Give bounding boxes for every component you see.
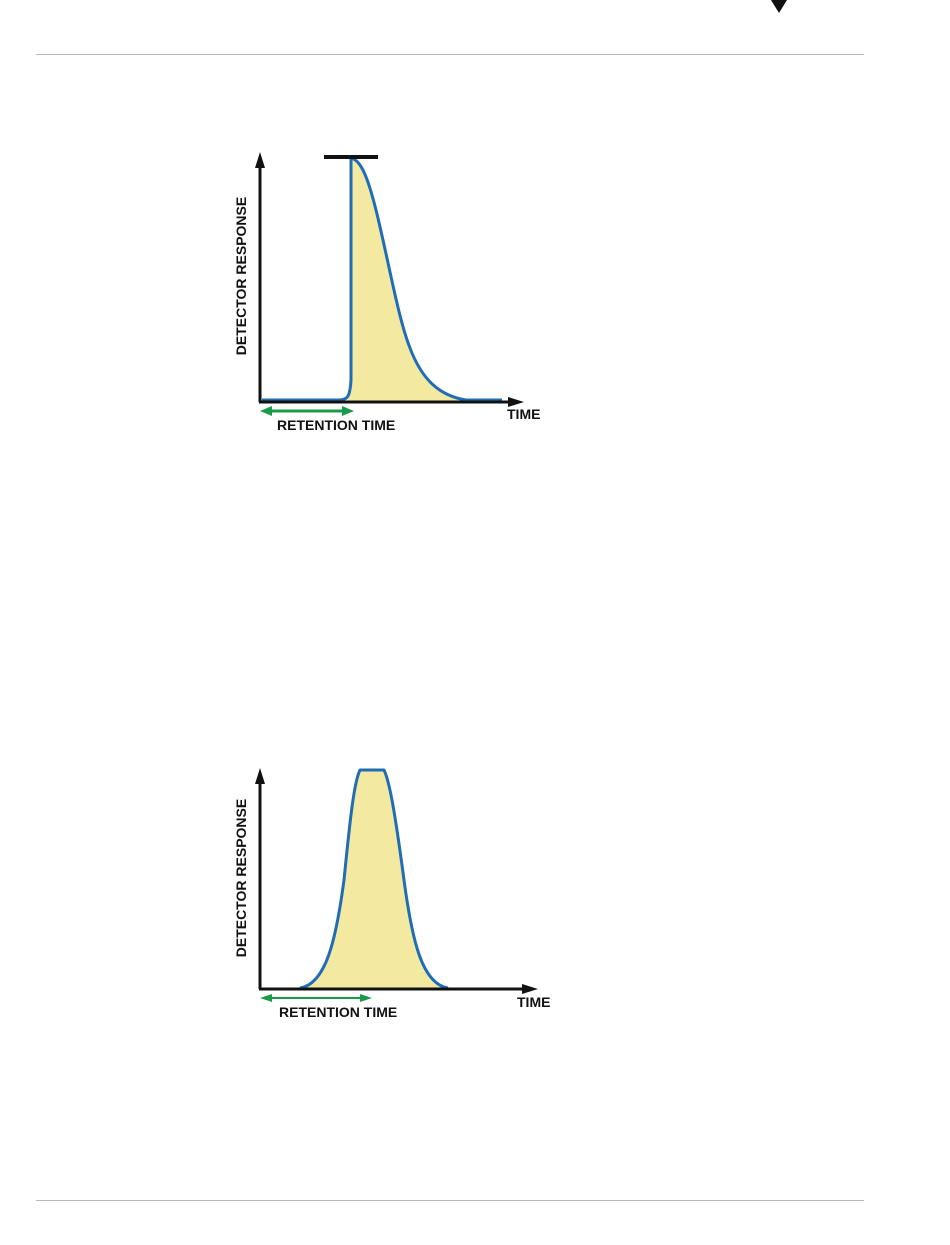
retention-time-label: RETENTION TIME [277, 417, 395, 433]
y-axis-arrowhead [255, 768, 265, 784]
chromatogram-figure-1: DETECTOR RESPONSE TIME RETENTION TIME [226, 148, 556, 438]
retention-time-label: RETENTION TIME [279, 1004, 397, 1020]
y-axis-label: DETECTOR RESPONSE [233, 799, 249, 957]
page-corner-mark [771, 0, 787, 13]
x-axis-arrowhead [508, 397, 524, 407]
retention-arrow-left-head [260, 406, 272, 416]
retention-arrow-left-head [260, 994, 272, 1002]
peak-area-fill [346, 158, 488, 401]
chromatogram-diagram-2: DETECTOR RESPONSE TIME RETENTION TIME [233, 768, 550, 1020]
y-axis-arrowhead [255, 152, 265, 168]
footer-rule [36, 1200, 864, 1201]
header-rule [36, 54, 864, 55]
retention-arrow-right-head [360, 994, 372, 1002]
retention-arrow-right-head [342, 406, 354, 416]
chromatogram-diagram-1: DETECTOR RESPONSE TIME RETENTION TIME [233, 152, 540, 433]
peak-curve [299, 768, 449, 990]
peak-area-fill [304, 770, 444, 988]
x-axis-arrowhead [522, 984, 538, 994]
y-axis-label: DETECTOR RESPONSE [233, 197, 249, 355]
x-axis-label: TIME [517, 994, 550, 1010]
peak-curve [262, 156, 502, 402]
chromatogram-figure-2: DETECTOR RESPONSE TIME RETENTION TIME [226, 760, 566, 1024]
x-axis-label: TIME [507, 406, 540, 422]
